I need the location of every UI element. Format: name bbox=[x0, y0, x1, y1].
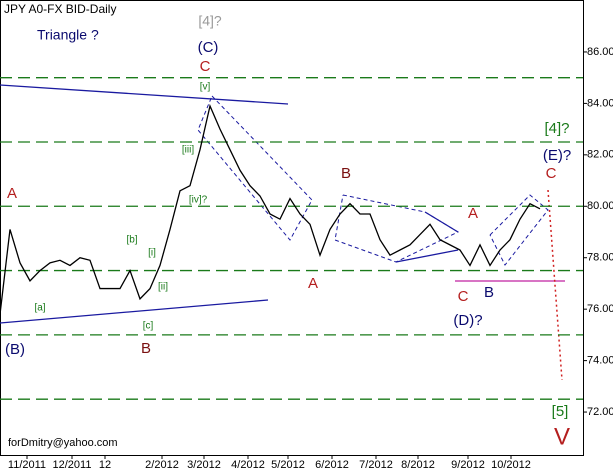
channel bbox=[334, 194, 460, 263]
annotation: [4]? bbox=[198, 13, 222, 29]
annotation: A bbox=[7, 185, 17, 202]
annotation: [ii] bbox=[158, 282, 168, 293]
y-tick-label: 86.00 bbox=[587, 46, 613, 58]
y-tick-label: 84.00 bbox=[587, 97, 613, 109]
y-tick-label: 74.00 bbox=[587, 355, 613, 367]
x-tick-label: 4/2012 bbox=[231, 459, 265, 471]
annotation: C bbox=[458, 288, 469, 305]
annotation: (E)? bbox=[543, 147, 571, 164]
y-tick-label: 80.00 bbox=[587, 200, 613, 212]
trend-lines bbox=[0, 84, 565, 381]
annotation: [b] bbox=[126, 235, 137, 246]
annotation: [i] bbox=[148, 248, 156, 259]
annotation: A bbox=[468, 205, 478, 222]
annotation: forDmitry@yahoo.com bbox=[8, 437, 118, 449]
annotation: (C) bbox=[198, 39, 219, 56]
x-tick-label: 10/2012 bbox=[491, 459, 531, 471]
annotation: [c] bbox=[143, 321, 154, 332]
x-tick-label: 11/2011 bbox=[8, 459, 46, 471]
triangle-line bbox=[424, 211, 459, 233]
x-tick-label: 6/2012 bbox=[315, 459, 349, 471]
projection-line bbox=[547, 189, 563, 381]
lower-triangle-line bbox=[0, 299, 269, 324]
annotation: B bbox=[141, 340, 151, 357]
annotation: C bbox=[546, 165, 557, 182]
annotation: A bbox=[308, 275, 318, 292]
x-tick-label: 8/2012 bbox=[401, 459, 435, 471]
chart-title: JPY A0-FX BID-Daily bbox=[4, 2, 116, 16]
y-tick-label: 76.00 bbox=[587, 303, 613, 315]
annotation: V bbox=[554, 423, 570, 450]
annotation: [iv]? bbox=[189, 195, 208, 206]
x-tick-label: 3/2012 bbox=[187, 459, 221, 471]
annotation: [4]? bbox=[544, 120, 569, 137]
y-tick-label: 82.00 bbox=[587, 149, 613, 161]
annotation: B bbox=[484, 284, 494, 301]
x-tick-label: 2/2012 bbox=[145, 459, 179, 471]
annotation: Triangle ? bbox=[37, 27, 99, 43]
annotation: (D)? bbox=[453, 312, 482, 329]
x-tick-label: 9/2012 bbox=[451, 459, 485, 471]
x-tick-label: 12 bbox=[99, 459, 111, 471]
plot-frame bbox=[0, 0, 584, 456]
channel bbox=[197, 95, 313, 241]
annotation: [a] bbox=[34, 303, 45, 314]
annotation: B bbox=[341, 165, 351, 182]
annotation: [5] bbox=[552, 403, 569, 420]
channel bbox=[489, 194, 549, 266]
annotation: (B) bbox=[5, 341, 25, 358]
y-tick-label: 78.00 bbox=[587, 252, 613, 264]
triangle-line bbox=[395, 249, 459, 263]
y-tick-label: 72.00 bbox=[587, 406, 613, 418]
annotation: C bbox=[200, 58, 211, 75]
x-tick-label: 12/2011 bbox=[53, 459, 92, 471]
price-line bbox=[0, 103, 541, 315]
x-tick-label: 7/2012 bbox=[359, 459, 393, 471]
x-tick-label: 5/2012 bbox=[271, 459, 305, 471]
annotation: [v] bbox=[200, 82, 211, 93]
upper-triangle-line bbox=[0, 84, 289, 105]
annotation: [iii] bbox=[182, 145, 194, 156]
